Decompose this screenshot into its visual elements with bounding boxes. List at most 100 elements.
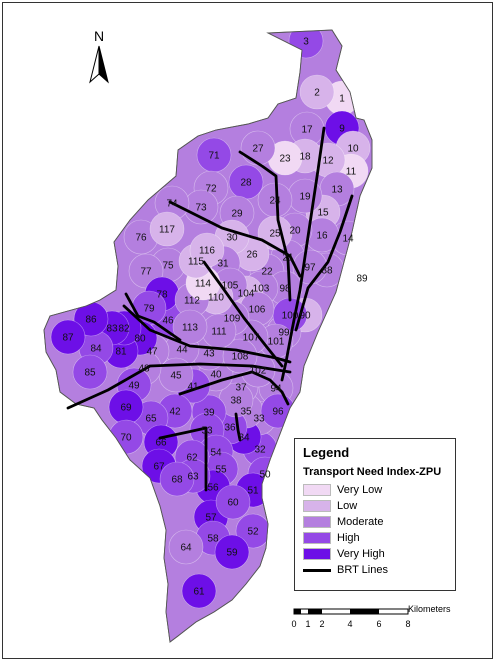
legend-item-very-high: Very High — [303, 546, 447, 562]
zone-label-51: 51 — [247, 486, 259, 497]
zone-label-107: 107 — [243, 333, 260, 344]
brt-line-caracas-sur — [234, 412, 242, 442]
zone-label-16: 16 — [316, 231, 328, 242]
zone-label-71: 71 — [208, 151, 220, 162]
brt-line-nqs — [294, 194, 354, 332]
zone-label-15: 15 — [317, 208, 329, 219]
zone-label-46: 46 — [162, 316, 174, 327]
zone-labels: 1239101112131415161718192021222324252627… — [62, 37, 368, 598]
zone-label-14: 14 — [342, 234, 354, 245]
scale-bar-graphic — [293, 608, 409, 615]
zone-68-polygon — [159, 461, 195, 497]
brt-line-10 — [124, 292, 182, 342]
scale-tick-label: 6 — [376, 619, 382, 629]
legend-item-brt-lines: BRT Lines — [303, 562, 447, 578]
zone-label-105: 105 — [222, 281, 239, 292]
zone-label-103: 103 — [253, 284, 270, 295]
zone-label-110: 110 — [208, 293, 224, 304]
zone-label-78: 78 — [156, 290, 168, 301]
zone-label-79: 79 — [143, 304, 155, 315]
zone-label-20: 20 — [289, 226, 301, 237]
zone-label-60: 60 — [227, 498, 239, 509]
legend-item-low: Low — [303, 498, 447, 514]
zone-label-112: 112 — [184, 296, 200, 307]
zone-label-44: 44 — [176, 345, 188, 356]
brt-line-eje-ambiental — [202, 260, 284, 368]
zone-label-33: 33 — [253, 414, 265, 425]
zone-label-21: 21 — [282, 253, 294, 264]
zone-label-50: 50 — [259, 470, 271, 481]
zone-label-117: 117 — [159, 225, 175, 236]
scale-tick-label: 8 — [405, 619, 411, 629]
zone-label-64: 64 — [180, 543, 192, 554]
zone-label-111: 111 — [211, 327, 227, 338]
zone-label-98: 98 — [279, 284, 291, 295]
legend-item-label: Moderate — [337, 516, 384, 528]
zone-label-29: 29 — [231, 209, 243, 220]
zone-label-23: 23 — [279, 154, 291, 165]
zone-label-31: 31 — [217, 259, 229, 270]
zone-label-101: 101 — [268, 337, 285, 348]
zone-label-67: 67 — [153, 462, 165, 473]
zone-61-polygon — [181, 573, 217, 609]
legend-item-label: Very High — [337, 548, 385, 560]
zone-label-68: 68 — [171, 475, 183, 486]
zone-label-56: 56 — [207, 483, 219, 494]
zone-label-74: 74 — [166, 199, 178, 210]
zone-label-22: 22 — [261, 267, 273, 278]
zone-label-55: 55 — [215, 465, 227, 476]
zone-label-99: 99 — [278, 328, 290, 339]
zone-label-89: 89 — [356, 274, 368, 285]
legend-swatch — [303, 516, 331, 528]
zone-label-12: 12 — [322, 156, 334, 167]
zone-60-polygon — [215, 484, 251, 520]
zone-label-41: 41 — [187, 382, 199, 393]
zone-label-9: 9 — [339, 124, 345, 135]
north-label: N — [94, 28, 105, 44]
zone-label-108: 108 — [232, 352, 249, 363]
zone-label-100: 100 — [282, 311, 299, 322]
legend-item-label: High — [337, 532, 360, 544]
zone-label-109: 109 — [224, 314, 241, 325]
zone-label-26: 26 — [246, 250, 258, 261]
zone-113-polygon — [172, 309, 208, 345]
zone-label-97: 97 — [304, 263, 316, 274]
zone-label-3: 3 — [303, 37, 309, 48]
zone-label-38: 38 — [230, 396, 242, 407]
brt-line-calle80 — [168, 200, 302, 278]
zone-label-113: 113 — [182, 323, 198, 334]
scale-unit-label: Kilometers — [408, 604, 451, 614]
brt-line-suba — [238, 150, 292, 302]
zone-label-43: 43 — [203, 349, 215, 360]
brt-lines — [66, 126, 354, 492]
brt-line-calle26 — [122, 304, 292, 364]
zone-label-37: 37 — [235, 383, 247, 394]
zone-label-32: 32 — [254, 445, 266, 456]
zone-label-24: 24 — [269, 196, 281, 207]
zone-label-102: 102 — [250, 366, 267, 377]
zone-label-19: 19 — [299, 192, 311, 203]
zone-label-83: 83 — [106, 324, 118, 335]
zone-label-86: 86 — [85, 315, 97, 326]
zone-label-54: 54 — [210, 448, 222, 459]
zone-label-48: 48 — [138, 364, 150, 375]
zone-label-84: 84 — [90, 344, 102, 355]
zone-label-96: 96 — [272, 407, 284, 418]
zone-label-80: 80 — [134, 334, 146, 345]
zone-label-39: 39 — [203, 408, 215, 419]
zone-label-115: 115 — [188, 257, 204, 268]
scale-tick-label: 4 — [347, 619, 353, 629]
brt-line-usme — [158, 426, 208, 492]
zone-label-35: 35 — [240, 407, 252, 418]
zone-64-polygon — [168, 529, 204, 565]
legend: Legend Transport Need Index-ZPU Very Low… — [294, 438, 456, 591]
zone-label-77: 77 — [140, 267, 152, 278]
zone-label-94: 94 — [270, 384, 282, 395]
scale-tick-label: 0 — [291, 619, 297, 629]
zone-label-116: 116 — [199, 246, 215, 257]
zone-label-75: 75 — [162, 261, 174, 272]
zone-label-10: 10 — [347, 144, 359, 155]
zone-label-73: 73 — [195, 203, 207, 214]
zone-87-polygon — [50, 319, 86, 355]
zone-85-polygon — [72, 354, 108, 390]
